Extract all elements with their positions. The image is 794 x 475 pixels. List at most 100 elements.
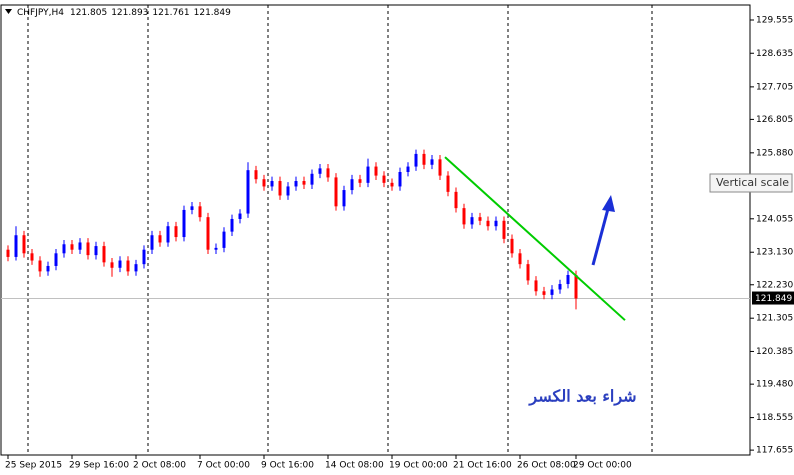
candle-body [358,179,362,183]
high: 121.893 [111,8,148,18]
y-tick-label: 125.880 [756,148,793,158]
candle-body [126,260,130,272]
candle-body [70,244,74,250]
tooltip-box [709,173,793,193]
candle-body [102,246,106,263]
candle-body [214,247,218,250]
tooltip: Vertical scale [716,176,789,189]
arrow [591,204,611,266]
candle-body [110,262,114,268]
candle-body [190,206,194,210]
candle-body [566,275,570,285]
candle-body [150,235,154,250]
candle-body [534,280,538,292]
candle-body [526,264,530,281]
candle-body [518,253,522,265]
candle-body [446,175,450,192]
symbol: CHFJPY,H4 [17,8,64,18]
candle-body [510,238,514,254]
y-tick-label: 121.305 [756,314,793,324]
candle-body [166,226,170,243]
y-tick-label: 124.055 [756,214,793,224]
candle-body [174,226,178,238]
candle-body [86,242,90,256]
candle-body [374,166,378,176]
candle-body [94,246,98,256]
candle-body [262,179,266,187]
candle-body [494,220,498,227]
candle-body [142,249,146,265]
marks: 129.555 128.635 127.705 126.805 125.880 124.0… [1,5,794,471]
candle-body [478,217,482,221]
y-tick-label: 118.555 [756,413,793,423]
candle-body [486,220,490,227]
candle-body [54,253,58,266]
candle-body [318,168,322,174]
candle-body [134,264,138,272]
x-tick-label: 29 Sep 16:00 [69,461,129,471]
arrow-head [602,195,615,212]
x-tick-label: 29 Oct 00:00 [573,461,632,471]
candle-body [254,170,258,180]
open: 121.805 [70,8,107,18]
candle-body [246,170,250,214]
candle-body [230,218,234,232]
trendline [444,156,626,321]
candle-body [334,177,338,207]
y-tick-label: 129.555 [756,16,793,26]
candle-body [390,182,394,187]
chart-header: CHFJPY,H4 121.805 121.893 121.761 121.849 [17,8,231,18]
candle-body [438,159,442,176]
candle-body [78,242,82,250]
x-tick-label: 21 Oct 16:00 [453,461,512,471]
candle-body [382,175,386,183]
x-tick-label: 26 Oct 08:00 [517,461,576,471]
candle-body [502,220,506,239]
y-tick-label: 128.635 [756,49,793,59]
candle-body [294,181,298,187]
candle-body [558,284,562,290]
plot-frame [0,4,751,456]
candle-body [206,217,210,250]
candle-body [454,191,458,209]
candle-body [62,244,66,254]
x-tick-label: 25 Sep 2015 [5,461,62,471]
candle-body [30,253,34,261]
candle-body [350,179,354,191]
y-tick-label: 126.805 [756,115,793,125]
candle-body [342,190,346,207]
x-tick-label: 2 Oct 08:00 [133,461,186,471]
candle-body [46,265,50,272]
x-tick-label: 9 Oct 16:00 [261,461,314,471]
y-tick-label: 119.480 [756,380,793,390]
candle-body [574,275,578,299]
candle-body [366,166,370,183]
candle-body [414,153,418,167]
y-tick-label: 120.385 [756,347,793,357]
candle-body [302,181,306,185]
candle-body [430,159,434,165]
candle-body [406,166,410,172]
x-tick-label: 14 Oct 08:00 [325,461,384,471]
candle-body [462,208,466,225]
candle-body [286,186,290,196]
close: 121.849 [194,8,231,18]
y-tick-label: 123.130 [756,248,793,258]
candle-body [38,260,42,272]
candle-body [542,291,546,295]
candle-body [326,168,330,178]
candle-body [182,209,186,238]
candle-body [222,231,226,248]
x-tick-label: 7 Oct 00:00 [197,461,250,471]
candle-body [278,181,282,196]
candle-body [198,206,202,218]
menu-triangle[interactable] [5,9,12,14]
candle-body [118,260,122,268]
candle-body [270,181,274,187]
x-tick-label: 19 Oct 00:00 [389,461,448,471]
candle-body [6,249,10,257]
low: 121.761 [152,8,189,18]
candle-body [158,235,162,243]
